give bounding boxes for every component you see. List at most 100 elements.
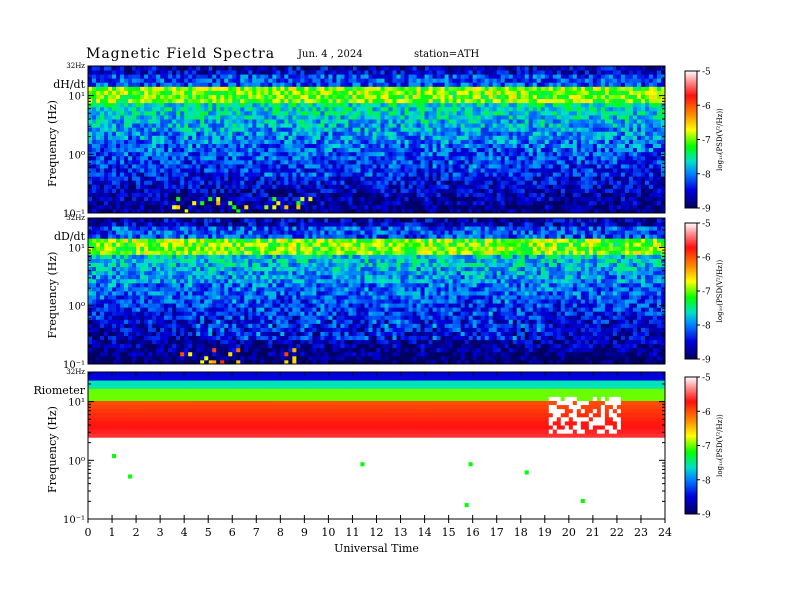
heatmap-cell: [376, 188, 381, 193]
heatmap-cell: [532, 74, 538, 79]
heatmap-cell: [544, 180, 550, 185]
heatmap-cell: [348, 119, 353, 124]
heatmap-cell: [488, 82, 494, 87]
heatmap-cell: [260, 176, 265, 181]
heatmap-cell: [344, 164, 349, 169]
heatmap-cell: [388, 106, 393, 112]
heatmap-cell: [228, 208, 233, 214]
heatmap-cell: [172, 159, 177, 165]
heatmap-cell: [216, 110, 221, 116]
heatmap-cell: [116, 78, 121, 83]
heatmap-cell: [352, 102, 357, 108]
heatmap-cell: [544, 98, 550, 104]
heatmap-cell: [548, 82, 554, 87]
heatmap-cell: [128, 208, 133, 214]
heatmap-cell: [388, 119, 393, 124]
heatmap-cell: [500, 204, 506, 210]
heatmap-cell: [312, 184, 317, 189]
heatmap-cell: [232, 172, 237, 177]
heatmap-cell: [412, 106, 417, 112]
heatmap-cell: [260, 131, 265, 136]
heatmap-cell: [216, 200, 221, 206]
heatmap-cell: [232, 131, 237, 136]
heatmap-cell: [268, 82, 273, 87]
heatmap-cell: [612, 127, 618, 132]
heatmap-cell: [520, 98, 526, 104]
heatmap-cell: [596, 192, 602, 198]
heatmap-cell: [236, 70, 241, 75]
heatmap-cell: [256, 74, 261, 79]
heatmap-cell: [204, 164, 209, 169]
heatmap-cell: [136, 172, 141, 177]
heatmap-cell: [480, 70, 486, 75]
heatmap-cell: [404, 94, 409, 100]
heatmap-cell: [448, 188, 454, 193]
heatmap-cell: [376, 196, 381, 202]
heatmap-cell: [396, 196, 401, 202]
heatmap-cell: [472, 70, 478, 75]
heatmap-cell: [356, 135, 361, 140]
heatmap-cell: [396, 66, 401, 71]
heatmap-cell: [552, 188, 558, 193]
heatmap-cell: [616, 196, 622, 202]
heatmap-cell: [436, 94, 442, 100]
heatmap-cell: [260, 168, 265, 173]
heatmap-cell: [288, 94, 293, 100]
heatmap-cell: [500, 78, 506, 83]
heatmap-cell: [580, 139, 586, 144]
heatmap-cell: [340, 180, 345, 185]
heatmap-cell: [424, 159, 429, 165]
heatmap-cell: [232, 66, 237, 71]
heatmap-cell: [604, 200, 610, 206]
heatmap-cell: [464, 106, 470, 112]
heatmap-cell: [576, 82, 582, 87]
heatmap-cell: [436, 78, 442, 83]
heatmap-cell: [212, 139, 217, 144]
heatmap-cell: [312, 123, 317, 128]
heatmap-cell: [340, 98, 345, 104]
heatmap-cell: [460, 200, 466, 206]
heatmap-cell: [248, 110, 253, 116]
heatmap-cell: [444, 98, 450, 104]
heatmap-cell: [164, 86, 169, 91]
heatmap-cell: [336, 82, 341, 87]
heatmap-cell: [540, 164, 546, 169]
heatmap-cell: [592, 164, 598, 169]
heatmap-cell: [376, 78, 381, 83]
heatmap-cell: [188, 106, 193, 112]
heatmap-cell: [332, 139, 337, 144]
heatmap-cell: [240, 98, 245, 104]
heatmap-cell: [464, 196, 470, 202]
heatmap-cell: [120, 70, 125, 75]
heatmap-cell: [168, 143, 173, 149]
heatmap-cell: [460, 86, 466, 91]
heatmap-cell: [400, 204, 405, 210]
heatmap-cell: [208, 94, 213, 100]
heatmap-cell: [352, 172, 357, 177]
heatmap-cell: [412, 204, 417, 210]
heatmap-cell: [452, 188, 458, 193]
heatmap-cell: [320, 180, 325, 185]
heatmap-cell: [200, 200, 205, 206]
heatmap-cell: [328, 94, 333, 100]
heatmap-cell: [392, 115, 397, 120]
heatmap-cell: [528, 135, 534, 140]
heatmap-cell: [240, 208, 245, 214]
heatmap-cell: [480, 192, 486, 198]
heatmap-cell: [392, 139, 397, 144]
heatmap-cell: [456, 180, 462, 185]
heatmap-cell: [392, 82, 397, 87]
heatmap-cell: [528, 151, 534, 157]
heatmap-cell: [272, 204, 277, 210]
heatmap-cell: [124, 159, 129, 165]
heatmap-cell: [148, 135, 153, 140]
heatmap-cell: [428, 127, 433, 132]
heatmap-cell: [364, 123, 369, 128]
heatmap-cell: [400, 159, 405, 165]
heatmap-cell: [124, 66, 129, 71]
heatmap-cell: [328, 172, 333, 177]
heatmap-cell: [216, 196, 221, 202]
heatmap-cell: [196, 106, 201, 112]
heatmap-cell: [96, 86, 101, 91]
heatmap-cell: [216, 119, 221, 124]
